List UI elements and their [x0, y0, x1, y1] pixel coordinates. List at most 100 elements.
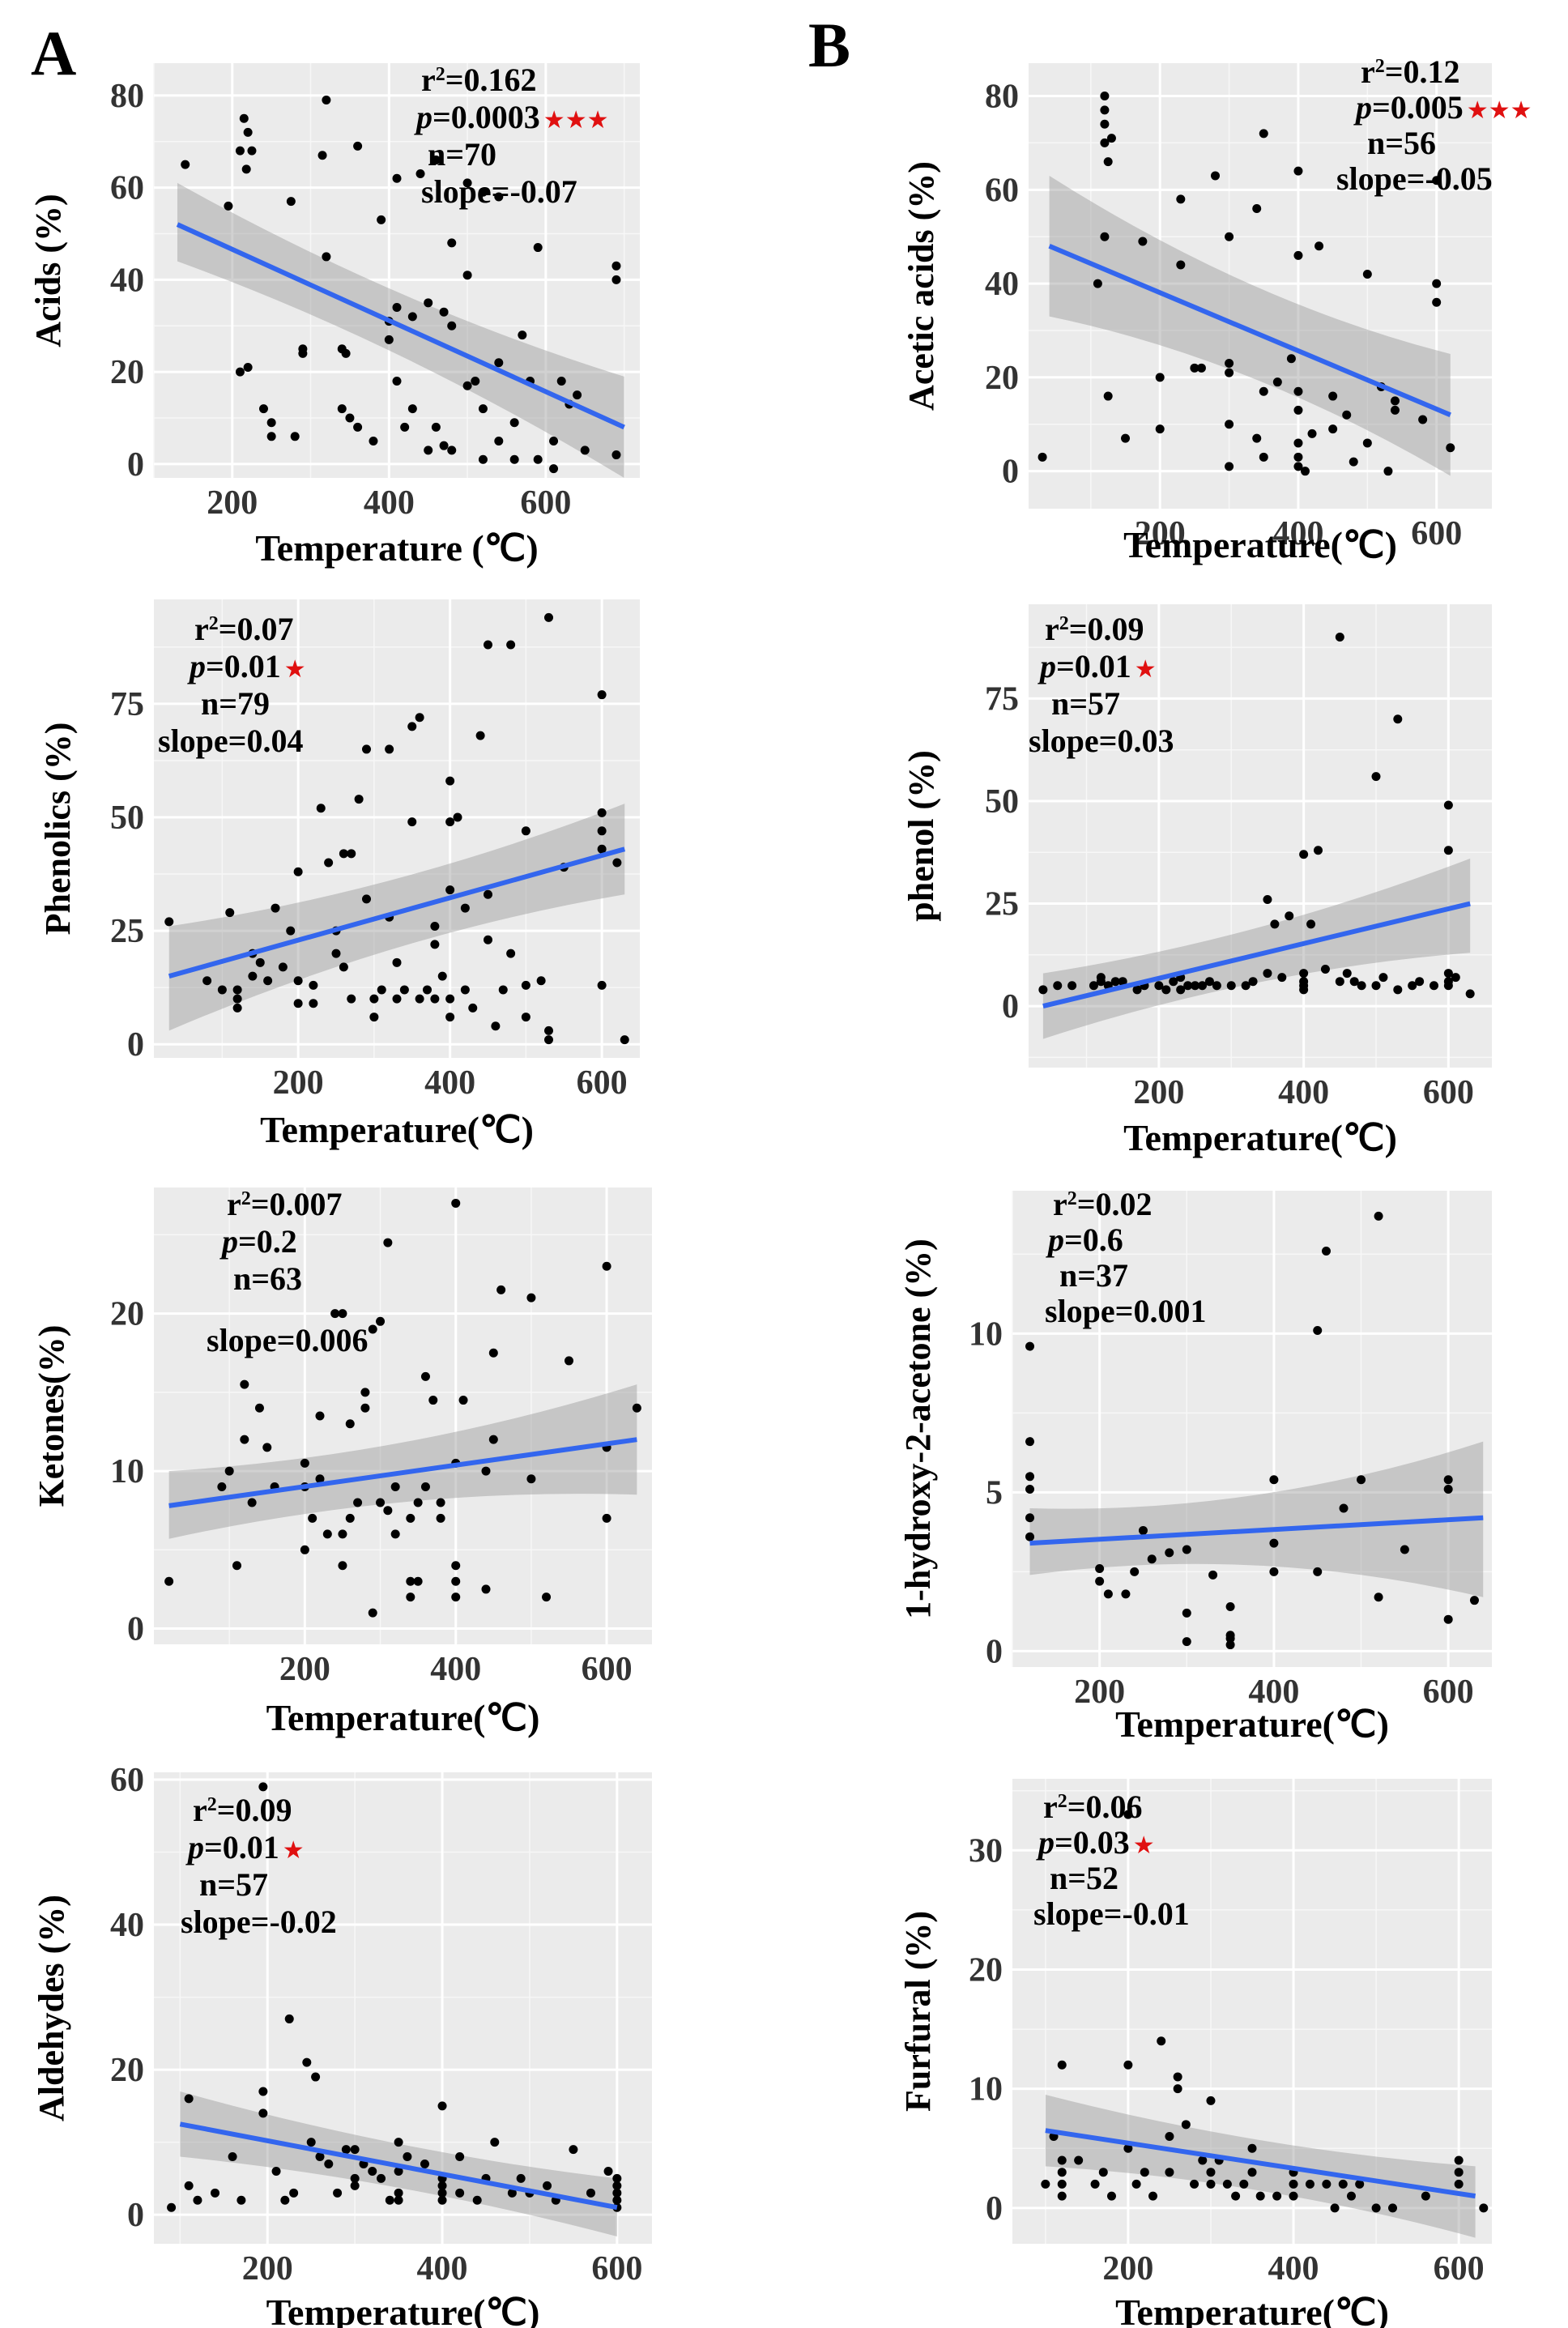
data-point: [406, 1576, 415, 1586]
data-point: [1103, 391, 1113, 401]
data-point: [1400, 1545, 1409, 1554]
regression-line: [168, 846, 626, 979]
data-point: [1103, 1589, 1113, 1599]
y-tick-label: 20: [110, 2052, 144, 2089]
data-point: [1443, 1475, 1453, 1485]
data-point: [235, 146, 245, 156]
data-point: [1263, 894, 1272, 904]
data-point: [1269, 1567, 1279, 1576]
data-point: [478, 454, 488, 464]
stat-r2: r2=0.09: [1045, 611, 1144, 647]
data-point: [1248, 977, 1258, 987]
stat-p: p=0.0003 ★★★: [414, 99, 608, 135]
y-tick-label: 10: [110, 1453, 144, 1490]
data-point: [377, 2173, 386, 2183]
stat-slope: slope=-0.05: [1336, 160, 1493, 197]
data-point: [526, 1474, 536, 1484]
data-point: [1255, 2191, 1265, 2201]
stat-slope: slope=-0.07: [421, 173, 577, 210]
data-point: [526, 1293, 536, 1303]
data-point: [330, 1309, 340, 1319]
data-point: [1041, 2179, 1050, 2189]
data-point: [322, 252, 331, 262]
x-tick-label: 200: [1133, 1074, 1184, 1111]
data-point: [1038, 985, 1048, 995]
data-point: [1446, 443, 1455, 453]
stat-n: n=79: [201, 685, 270, 722]
chart-2: 200 400 600 0 20 40 60 80 Acetic acids (%) Temper…: [901, 53, 1532, 565]
data-point: [1123, 2143, 1133, 2153]
data-point: [509, 418, 519, 428]
data-point: [488, 1348, 498, 1358]
data-point: [217, 1482, 227, 1492]
data-point: [468, 1003, 478, 1013]
y-tick-label: 80: [985, 79, 1019, 116]
data-point: [1314, 846, 1323, 855]
y-tick-label: 60: [110, 1762, 144, 1799]
data-point: [407, 722, 417, 731]
data-point: [1182, 1608, 1191, 1618]
data-point: [1157, 2036, 1166, 2046]
confidence-band: [1045, 2095, 1476, 2238]
data-point: [1388, 2203, 1398, 2213]
data-point: [1225, 1640, 1235, 1650]
y-tick-label: 20: [110, 1296, 144, 1333]
data-point: [354, 795, 364, 804]
data-point: [460, 985, 470, 995]
data-point: [494, 192, 504, 202]
data-point: [436, 1498, 445, 1507]
data-point: [611, 261, 621, 271]
y-tick-label: 60: [985, 172, 1019, 209]
data-point: [243, 362, 253, 372]
data-point: [1074, 2155, 1084, 2165]
data-point: [597, 826, 607, 836]
stat-r2: r2=0.02: [1053, 1186, 1153, 1222]
stat-n: n=56: [1367, 125, 1436, 161]
data-point: [1314, 241, 1324, 251]
data-point: [1222, 2179, 1232, 2189]
data-point: [1293, 405, 1303, 415]
y-tick-label: 0: [986, 1633, 1003, 1670]
data-point: [1057, 2155, 1067, 2165]
data-point: [347, 849, 356, 859]
data-point: [308, 1513, 317, 1523]
data-point: [1148, 2191, 1158, 2201]
x-tick-label: 200: [242, 2250, 293, 2287]
data-point: [451, 1593, 461, 1602]
data-point: [350, 2145, 360, 2155]
chart-6: 200 400 600 0 5 10 1-hydroxy-2-acetone (%) Temp…: [898, 1186, 1492, 1745]
data-point: [1408, 981, 1417, 991]
data-point: [1342, 410, 1352, 420]
data-point: [1154, 981, 1164, 991]
plot-background: [1029, 63, 1492, 509]
regression-line: [1048, 244, 1451, 417]
x-tick-label: 400: [1278, 1074, 1329, 1111]
data-point: [1173, 2084, 1182, 2094]
data-point: [472, 2195, 482, 2205]
data-point: [1095, 1576, 1105, 1586]
y-tick-label: 20: [969, 1951, 1003, 1989]
data-point: [1067, 981, 1077, 991]
data-point: [1305, 2179, 1314, 2189]
chart-8: 200 400 600 0 10 20 30 Furfural (%) Temperature(…: [898, 1779, 1492, 2328]
data-point: [612, 2173, 622, 2183]
data-point: [360, 1388, 370, 1397]
data-point: [549, 464, 559, 474]
x-axis-label: Temperature(℃): [1115, 1703, 1389, 1745]
data-point: [415, 713, 424, 723]
data-point: [406, 1513, 415, 1523]
stat-p: p=0.01 ★: [1038, 648, 1157, 684]
x-tick-label: 400: [424, 1064, 475, 1102]
data-point: [353, 141, 363, 151]
data-point: [392, 377, 402, 386]
y-tick-label: 75: [985, 680, 1019, 718]
data-point: [298, 348, 308, 358]
data-point: [258, 1782, 268, 1792]
data-point: [455, 2152, 465, 2162]
x-axis-label: Temperature(℃): [1123, 1117, 1397, 1158]
data-point: [1293, 462, 1303, 471]
x-tick-label: 600: [1434, 2250, 1485, 2287]
data-point: [580, 446, 590, 455]
data-point: [1212, 981, 1221, 991]
